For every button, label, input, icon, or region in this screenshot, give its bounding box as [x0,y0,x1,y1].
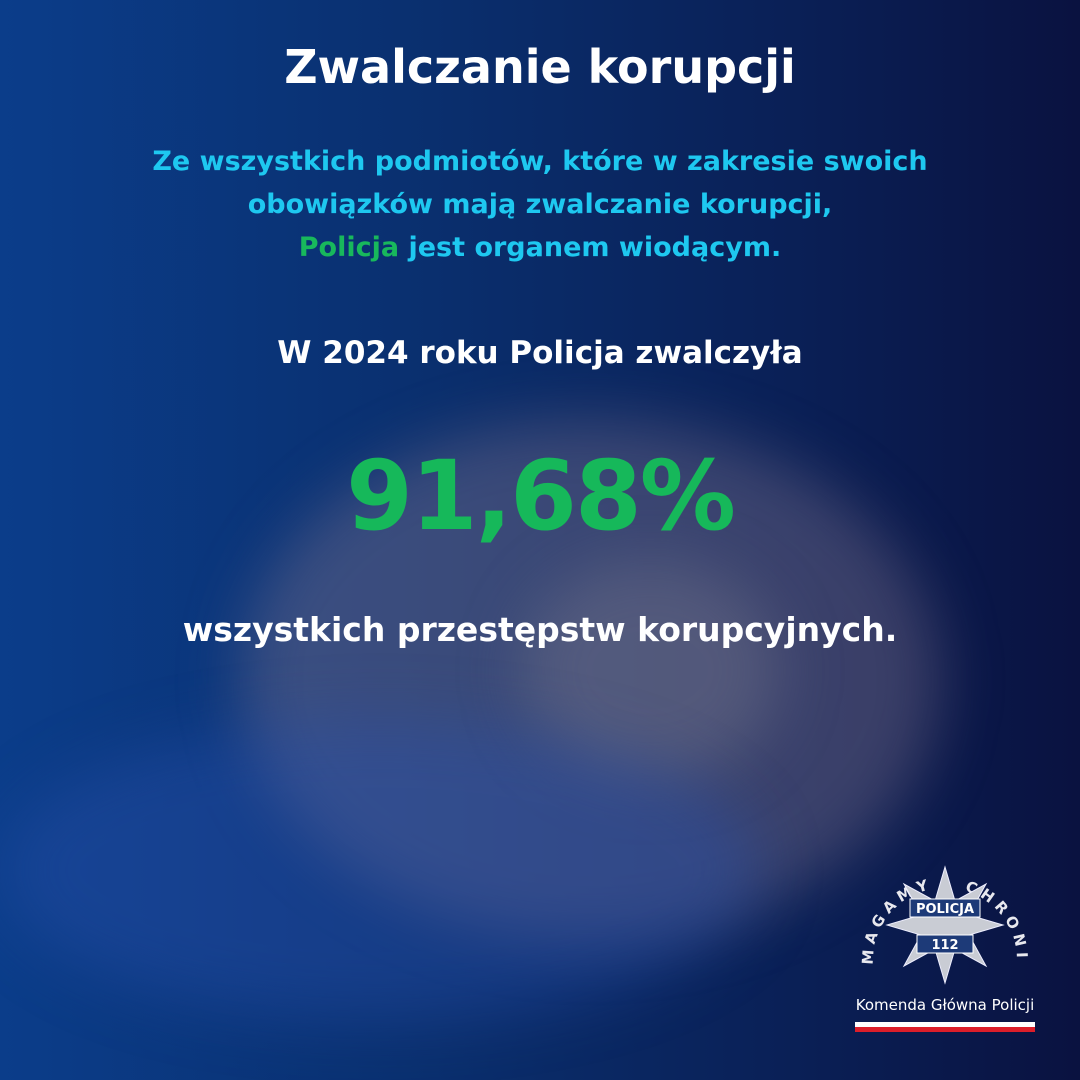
badge-number: 112 [931,938,958,953]
lead-line-2: obowiązków mają zwalczanie korupcji, [247,189,833,220]
lead-highlight: Policja [298,232,400,263]
stat-caption: wszystkich przestępstw korupcyjnych. [182,610,898,649]
lead-line-1: Ze wszystkich podmiotów, które w zakresi… [152,146,928,177]
background-photo-handcuff [520,560,780,780]
lead-line-3: Policja jest organem wiodącym. [0,226,1080,269]
background-photo-car [0,720,760,1020]
police-star-logo: POMAGAMY I CHRONIMY POLICJA 112 [845,840,1026,985]
flag-white [855,1022,1035,1027]
lead-text: Ze wszystkich podmiotów, które w zakresi… [0,140,1080,269]
star-icon: POLICJA 112 [885,865,1005,985]
page-title: Zwalczanie korupcji [284,40,796,94]
lead-line-3-rest: jest organem wiodącym. [399,232,782,263]
organization-name: Komenda Główna Policji [855,996,1035,1014]
polish-flag-stripe [855,1022,1035,1032]
flag-red [855,1027,1035,1032]
stat-value: 91,68% [346,440,736,552]
badge-top-text: POLICJA [916,902,974,917]
background-photo-hands [240,420,940,940]
subtitle: W 2024 roku Policja zwalczyła [277,335,803,371]
